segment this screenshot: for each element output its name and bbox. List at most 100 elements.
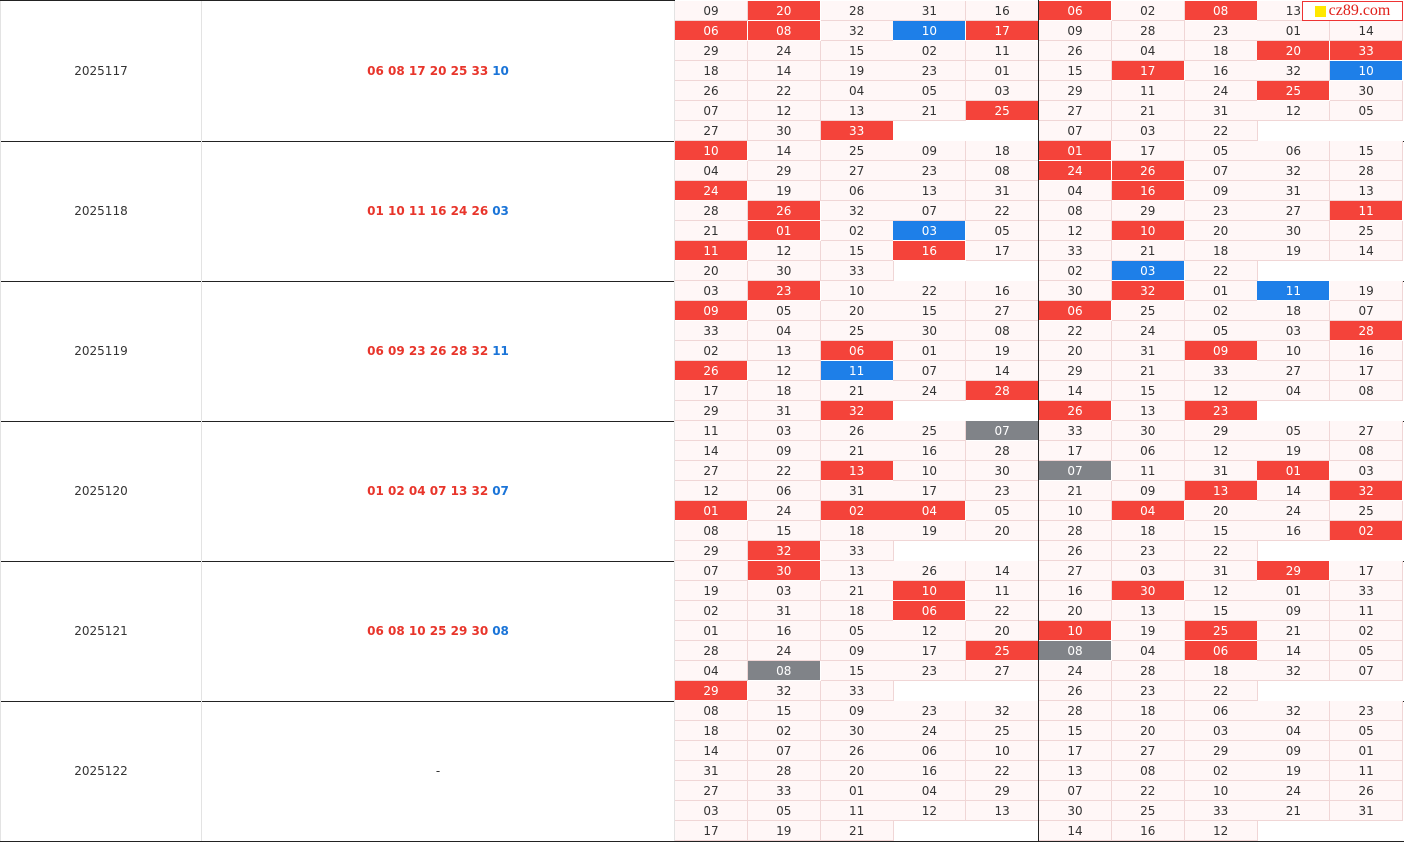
number-cell: 28 (675, 641, 748, 661)
number-cell: 18 (1257, 301, 1331, 321)
number-cell: 29 (675, 401, 748, 421)
number-cell: 19 (1330, 281, 1404, 301)
number-cell: 33 (820, 541, 894, 561)
number-cell: 26 (675, 361, 748, 381)
number-cell: 28 (1330, 161, 1404, 181)
number-cell: 32 (1257, 61, 1331, 81)
number-cell: 21 (893, 101, 967, 121)
number-cell: 04 (1111, 501, 1185, 521)
number-cell: 09 (1184, 341, 1258, 361)
number-cell: 21 (1039, 481, 1112, 501)
number-cell: 08 (675, 521, 748, 541)
number-cell: 21 (1257, 801, 1331, 821)
number-cell: 19 (675, 581, 748, 601)
number-cell: 31 (747, 601, 821, 621)
red-balls: 01 02 04 07 13 32 (367, 484, 489, 498)
number-cell: 22 (966, 761, 1040, 781)
number-cell: 29 (1111, 201, 1185, 221)
number-cell: 13 (893, 181, 967, 201)
number-cell: 18 (1111, 701, 1185, 721)
number-cell: 31 (1184, 561, 1258, 581)
number-cell: 22 (1184, 681, 1258, 701)
number-cell: 06 (1039, 1, 1112, 21)
number-cell: 24 (1039, 161, 1112, 181)
number-cell: 03 (1184, 721, 1258, 741)
number-cell: 05 (820, 621, 894, 641)
blue-ball: 08 (492, 624, 509, 638)
number-cell: 27 (1257, 361, 1331, 381)
number-cell: 28 (1111, 661, 1185, 681)
number-cell: 14 (1330, 241, 1404, 261)
number-cell: 23 (747, 281, 821, 301)
number-cell: 24 (747, 641, 821, 661)
number-cell: 24 (893, 381, 967, 401)
number-cell: 21 (1111, 241, 1185, 261)
number-cell: 17 (893, 481, 967, 501)
number-cell: 17 (1039, 441, 1112, 461)
number-cell: 30 (1257, 221, 1331, 241)
number-cell: 25 (1330, 501, 1404, 521)
number-cell: 26 (1039, 41, 1112, 61)
draw-numbers: 06 09 23 26 28 32 11 (202, 281, 675, 421)
number-cell: 15 (1184, 521, 1258, 541)
number-cell: 12 (747, 361, 821, 381)
number-cell: 20 (1257, 41, 1331, 61)
number-cell: 20 (1184, 221, 1258, 241)
number-cell: 10 (1111, 221, 1185, 241)
number-cell: 13 (1184, 481, 1258, 501)
number-cell: 25 (1257, 81, 1331, 101)
number-cell: 26 (675, 81, 748, 101)
red-balls: 06 08 10 25 29 30 (367, 624, 489, 638)
number-cell: 25 (1330, 221, 1404, 241)
number-cell: 30 (747, 561, 821, 581)
number-cell: 10 (1184, 781, 1258, 801)
number-cell: 22 (1039, 321, 1112, 341)
number-cell: 02 (893, 41, 967, 61)
draw-numbers: 01 10 11 16 24 26 03 (202, 141, 675, 281)
number-cell: 07 (675, 101, 748, 121)
number-cell: 03 (675, 801, 748, 821)
number-cell: 24 (893, 721, 967, 741)
draw-numbers: 01 02 04 07 13 32 07 (202, 421, 675, 561)
number-cell: 11 (1330, 601, 1404, 621)
number-cell: 10 (820, 281, 894, 301)
number-cell: 08 (1039, 201, 1112, 221)
number-cell: 30 (747, 121, 821, 141)
number-cell: 08 (966, 161, 1040, 181)
number-cell: 06 (893, 601, 967, 621)
number-cell: 31 (1184, 461, 1258, 481)
number-cell: 07 (893, 201, 967, 221)
number-cell: 16 (966, 1, 1040, 21)
number-cell: 09 (820, 701, 894, 721)
number-cell: 23 (893, 161, 967, 181)
number-cell: 04 (675, 661, 748, 681)
number-cell: 01 (1257, 581, 1331, 601)
number-cell: 04 (1257, 721, 1331, 741)
number-cell: 08 (675, 701, 748, 721)
number-cell: 30 (1330, 81, 1404, 101)
group-divider (1038, 0, 1039, 841)
number-cell: 29 (747, 161, 821, 181)
number-cell: 24 (1257, 781, 1331, 801)
red-balls: - (435, 764, 441, 778)
number-cell: 10 (966, 741, 1040, 761)
number-cell: 07 (675, 561, 748, 581)
number-cell: 28 (820, 1, 894, 21)
red-balls: 06 08 17 20 25 33 (367, 64, 489, 78)
number-cell: 31 (1330, 801, 1404, 821)
number-cell: 14 (747, 141, 821, 161)
number-cell: 16 (893, 441, 967, 461)
number-cell: 30 (1111, 421, 1185, 441)
number-cell: 01 (675, 621, 748, 641)
number-cell: 05 (747, 801, 821, 821)
number-cell: 05 (1257, 421, 1331, 441)
number-cell: 10 (1039, 621, 1112, 641)
number-cell: 14 (675, 441, 748, 461)
number-cell: 29 (1184, 741, 1258, 761)
number-cell: 22 (966, 601, 1040, 621)
number-cell: 07 (1330, 661, 1404, 681)
number-cell: 11 (1330, 201, 1404, 221)
number-cell: 30 (1111, 581, 1185, 601)
number-cell: 01 (1330, 741, 1404, 761)
